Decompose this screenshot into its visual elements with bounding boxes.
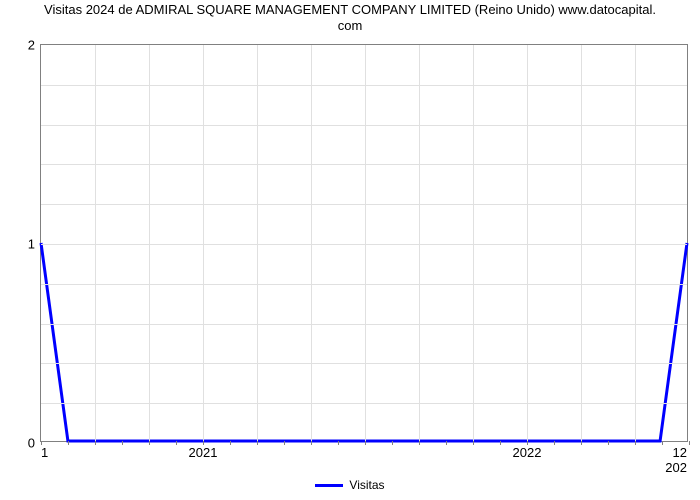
x-tick-label: 2022 [513,445,542,460]
grid-line-v [527,45,528,441]
x-tick-mark [662,441,663,445]
y-tick-label: 0 [28,436,35,451]
plot: 01220212022112202 [40,44,688,442]
x-tick-mark [68,441,69,445]
grid-line-v [365,45,366,441]
grid-line-v [581,45,582,441]
data-line [41,243,687,441]
x-tick-mark [500,441,501,445]
line-chart-svg [41,45,687,441]
x-corner-left: 1 [41,445,48,460]
grid-line-v [257,45,258,441]
grid-line-h [41,85,687,86]
chart-title-l2: com [338,18,363,33]
y-tick-label: 1 [28,237,35,252]
legend-swatch [315,484,343,487]
x-tick-mark [176,441,177,445]
x-tick-mark [311,441,312,445]
x-tick-mark [446,441,447,445]
grid-line-v [311,45,312,441]
plot-area: 01220212022112202 [40,44,688,442]
grid-line-h [41,403,687,404]
x-tick-mark [149,441,150,445]
x-tick-mark [554,441,555,445]
x-tick-mark [608,441,609,445]
x-corner-right-2: 202 [665,460,687,475]
grid-line-v [419,45,420,441]
x-corner-right: 12 [673,445,687,460]
grid-line-v [149,45,150,441]
x-tick-mark [95,441,96,445]
x-tick-mark [581,441,582,445]
x-tick-mark [122,441,123,445]
grid-line-h [41,204,687,205]
x-tick-mark [284,441,285,445]
x-tick-mark [230,441,231,445]
grid-line-v [473,45,474,441]
x-tick-mark [338,441,339,445]
grid-line-h [41,125,687,126]
legend-label: Visitas [349,478,384,492]
grid-line-h [41,244,687,245]
x-tick-mark [689,441,690,445]
grid-line-h [41,363,687,364]
y-tick-label: 2 [28,38,35,53]
x-tick-label: 2021 [189,445,218,460]
x-tick-mark [419,441,420,445]
x-tick-mark [257,441,258,445]
chart-title-l1: Visitas 2024 de ADMIRAL SQUARE MANAGEMEN… [44,2,656,17]
grid-line-v [203,45,204,441]
x-tick-mark [473,441,474,445]
legend: Visitas [0,478,700,492]
x-tick-mark [365,441,366,445]
grid-line-h [41,284,687,285]
x-tick-mark [635,441,636,445]
grid-line-h [41,164,687,165]
grid-line-v [95,45,96,441]
chart-title: Visitas 2024 de ADMIRAL SQUARE MANAGEMEN… [0,0,700,33]
grid-line-h [41,324,687,325]
grid-line-v [635,45,636,441]
x-tick-mark [392,441,393,445]
